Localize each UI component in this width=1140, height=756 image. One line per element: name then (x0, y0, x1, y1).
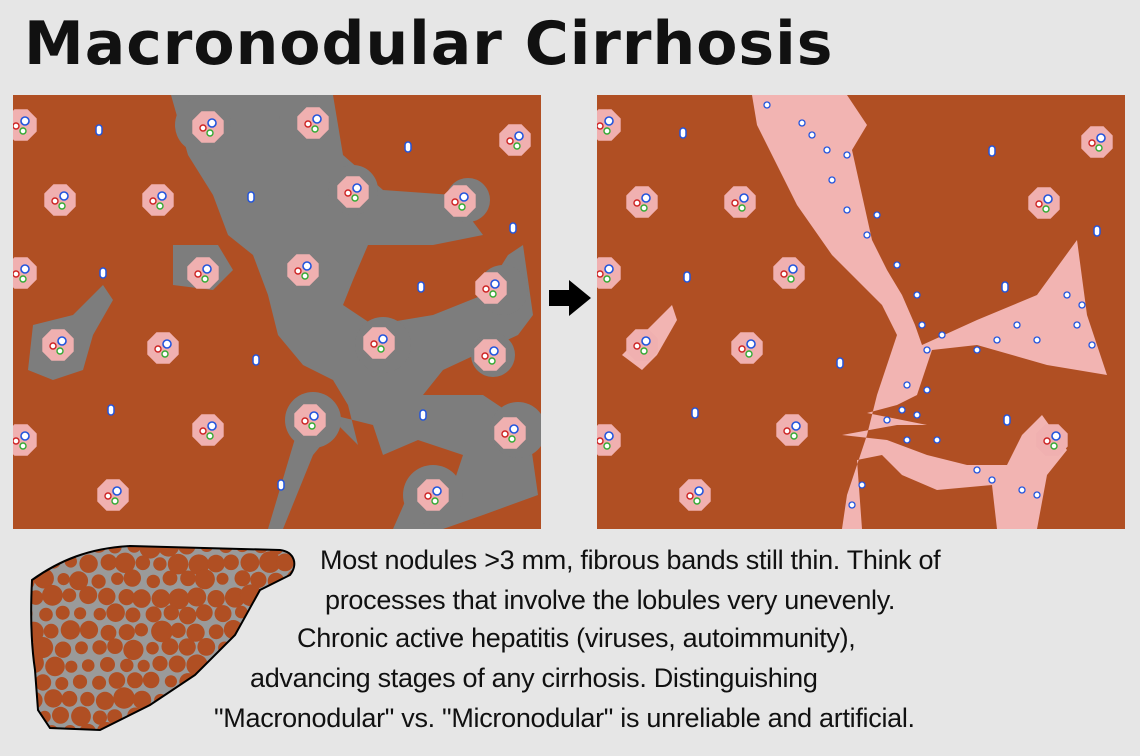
central-vein (988, 145, 996, 157)
portal-triad (187, 257, 219, 289)
portal-triad (731, 332, 763, 364)
portal-triad (773, 257, 805, 289)
portal-triad (1036, 424, 1068, 456)
panel-late-fibrosis (597, 95, 1125, 529)
central-vein (419, 409, 427, 421)
portal-triad (44, 184, 76, 216)
central-vein (107, 404, 115, 416)
caption-line-3: Chronic active hepatitis (viruses, autoi… (297, 623, 856, 653)
portal-triad (142, 184, 174, 216)
portal-triad (475, 272, 507, 304)
early-fibrosis-illustration (13, 95, 541, 529)
central-vein (417, 281, 425, 293)
portal-triad (192, 111, 224, 143)
portal-triad (13, 109, 37, 141)
portal-triad (13, 257, 37, 289)
portal-triad (42, 329, 74, 361)
portal-triad (597, 109, 621, 141)
portal-triad (1081, 126, 1113, 158)
portal-triad (626, 329, 658, 361)
caption-line-1: Most nodules >3 mm, fibrous bands still … (320, 545, 941, 575)
portal-triad (294, 404, 326, 436)
central-vein (277, 479, 285, 491)
central-vein (509, 222, 517, 234)
liver-icon (30, 544, 296, 732)
central-vein (252, 354, 260, 366)
central-vein (1001, 281, 1009, 293)
caption-line-2: processes that involve the lobules very … (325, 585, 896, 615)
central-vein (404, 141, 412, 153)
caption-line-5: "Macronodular" vs. "Micronodular" is unr… (214, 703, 915, 733)
right-arrow-icon (549, 280, 591, 316)
central-vein (683, 271, 691, 283)
portal-triad (363, 327, 395, 359)
portal-triad (597, 424, 621, 456)
diagram-title: Macronodular Cirrhosis (24, 9, 834, 79)
gray-fibrous-bands (28, 95, 541, 529)
portal-triad (724, 186, 756, 218)
portal-triad (417, 479, 449, 511)
portal-triad (147, 332, 179, 364)
late-fibrosis-illustration (597, 95, 1113, 529)
portal-triad (474, 339, 506, 371)
pink-fibrous-bands (622, 95, 1107, 529)
portal-triad (337, 176, 369, 208)
portal-triad (1028, 187, 1060, 219)
portal-triad (97, 479, 129, 511)
portal-triad (776, 414, 808, 446)
central-vein (1093, 225, 1101, 237)
panel-early-fibrosis (13, 95, 541, 529)
central-vein (691, 407, 699, 419)
portal-triad (499, 124, 531, 156)
portal-triad (13, 424, 37, 456)
portal-triad (626, 186, 658, 218)
central-vein (247, 191, 255, 203)
central-vein (679, 127, 687, 139)
central-vein (99, 267, 107, 279)
portal-triad (287, 254, 319, 286)
portal-triad (597, 257, 621, 289)
central-vein (1003, 414, 1011, 426)
portal-triad (192, 414, 224, 446)
portal-triad (297, 107, 329, 139)
portal-triad (444, 185, 476, 217)
portal-triad (679, 479, 711, 511)
central-vein (836, 357, 844, 369)
central-vein (95, 124, 103, 136)
caption-line-4: advancing stages of any cirrhosis. Disti… (250, 663, 818, 693)
portal-triad (494, 417, 526, 449)
